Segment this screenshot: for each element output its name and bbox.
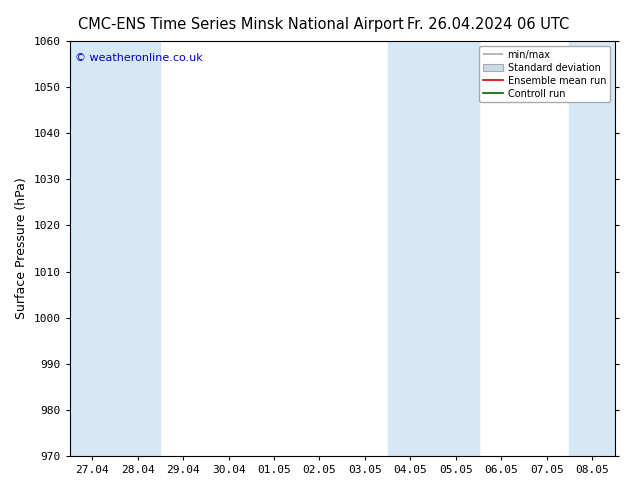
Bar: [70, 41, 160, 456]
Bar: [387, 41, 479, 456]
Text: CMC-ENS Time Series Minsk National Airport: CMC-ENS Time Series Minsk National Airpo…: [78, 17, 404, 32]
Bar: [569, 41, 615, 456]
Legend: min/max, Standard deviation, Ensemble mean run, Controll run: min/max, Standard deviation, Ensemble me…: [479, 46, 610, 102]
Y-axis label: Surface Pressure (hPa): Surface Pressure (hPa): [15, 178, 28, 319]
Text: © weatheronline.co.uk: © weatheronline.co.uk: [75, 53, 203, 64]
Text: Fr. 26.04.2024 06 UTC: Fr. 26.04.2024 06 UTC: [407, 17, 569, 32]
